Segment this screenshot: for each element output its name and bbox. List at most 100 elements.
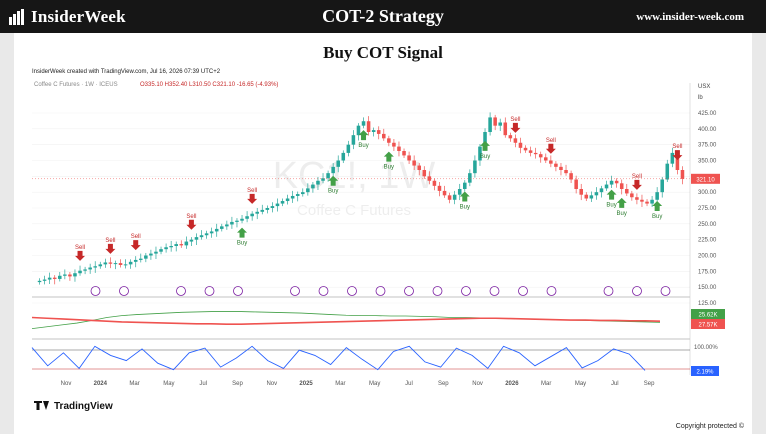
- event-marker-icon: [632, 286, 642, 296]
- candle-body: [503, 122, 508, 136]
- candle-body: [609, 180, 614, 185]
- cot-index-label: 2.19%: [696, 370, 714, 376]
- buy-arrow-icon: [616, 197, 627, 208]
- candle-body: [427, 176, 432, 181]
- candle-body: [113, 263, 118, 265]
- candle-body: [189, 239, 194, 242]
- buy-signal-label: Buy: [460, 205, 470, 211]
- sell-arrow-icon: [186, 219, 197, 230]
- candle-body: [78, 270, 82, 274]
- cot-index-tag: [691, 366, 719, 376]
- candle-body: [564, 170, 568, 174]
- buy-signal-label: Buy: [237, 241, 247, 247]
- time-tick-label: May: [575, 381, 586, 387]
- candle-body: [619, 183, 624, 189]
- candle-body: [625, 189, 629, 194]
- candle-body: [523, 147, 528, 151]
- candle-body: [260, 209, 265, 212]
- event-marker-icon: [176, 286, 186, 296]
- candle-body: [306, 188, 310, 193]
- top-bar: InsiderWeek COT-2 Strategy www.insider-w…: [0, 0, 766, 33]
- price-tick-label: 250.00: [698, 222, 717, 228]
- candle-body: [255, 211, 259, 214]
- copyright: Copyright protected ©: [675, 423, 744, 430]
- price-tick-label: 225.00: [698, 238, 717, 244]
- candle-body: [245, 216, 249, 219]
- candle-body: [579, 189, 583, 195]
- candle-body: [412, 160, 416, 166]
- sell-arrow-icon: [631, 179, 642, 190]
- buy-arrow-icon: [328, 175, 339, 186]
- candle-body: [174, 244, 178, 246]
- candle-body: [144, 255, 148, 259]
- candle-body: [493, 117, 497, 126]
- candle-body: [376, 130, 381, 134]
- candle-body: [220, 226, 224, 229]
- brand-name: InsiderWeek: [31, 7, 126, 26]
- event-marker-icon: [404, 286, 414, 296]
- candle-body: [199, 235, 204, 238]
- time-tick-label: 2025: [299, 381, 313, 387]
- tradingview-logo-icon: [34, 401, 49, 410]
- event-marker-icon: [119, 286, 129, 296]
- cot-line-1: [31, 316, 661, 325]
- watermark-symbol: KC1!, 1W: [273, 155, 436, 197]
- buy-arrow-icon: [237, 227, 248, 238]
- event-marker-icon: [461, 286, 471, 296]
- price-tick-label: 200.00: [698, 254, 717, 260]
- candle-body: [290, 195, 295, 199]
- chart-title: Buy COT Signal: [323, 43, 443, 62]
- candle-body: [331, 166, 335, 174]
- sell-arrow-icon: [247, 193, 258, 204]
- event-marker-icon: [318, 286, 329, 296]
- candle-body: [675, 152, 680, 170]
- candle-body: [230, 221, 234, 225]
- candle-body: [599, 188, 604, 193]
- current-price-label: 321.10: [696, 177, 715, 183]
- time-tick-label: Nov: [61, 381, 72, 387]
- event-marker-icon: [90, 286, 101, 296]
- candle-body: [554, 163, 558, 167]
- buy-arrow-icon: [358, 130, 369, 141]
- buy-signal-label: Buy: [652, 214, 662, 220]
- candle-body: [604, 184, 609, 189]
- candle-body: [240, 218, 244, 221]
- candle-body: [351, 135, 356, 145]
- event-marker-icon: [347, 286, 357, 296]
- candle-body: [47, 277, 52, 280]
- buy-signal-label: Buy: [606, 203, 616, 209]
- candle-body: [194, 237, 199, 240]
- candle-body: [280, 201, 285, 204]
- candle-body: [680, 170, 685, 179]
- time-tick-label: Sep: [438, 381, 449, 387]
- cot-index-line: [31, 345, 646, 371]
- candle-body: [68, 274, 72, 277]
- candle-body: [118, 263, 123, 265]
- event-marker-icon: [204, 286, 215, 296]
- cot-value-label: 27.57K: [698, 323, 717, 329]
- buy-signal-label: Buy: [480, 154, 490, 160]
- tv-ohlc: O335.10 H352.40 L310.50 C321.10 -16.65 (…: [140, 82, 278, 88]
- buy-signal-label: Buy: [384, 165, 394, 171]
- candle-body: [58, 275, 62, 279]
- candle-body: [179, 244, 184, 246]
- candle-body: [473, 160, 477, 174]
- candle-body: [397, 146, 401, 151]
- candle-body: [128, 261, 133, 265]
- candle-body: [184, 241, 189, 246]
- candle-body: [204, 233, 209, 236]
- candle-body: [559, 166, 563, 170]
- price-tick-label: 400.00: [698, 127, 717, 133]
- candle-body: [371, 130, 376, 132]
- currency-label: USX: [698, 84, 710, 90]
- candle-body: [468, 173, 472, 183]
- price-tick-label: 275.00: [698, 206, 717, 212]
- candle-body: [83, 269, 87, 271]
- candle-body: [655, 192, 659, 200]
- candle-body: [387, 138, 391, 143]
- buy-signal-label: Buy: [358, 143, 368, 149]
- event-marker-icon: [489, 286, 500, 296]
- sell-signal-label: Sell: [105, 238, 115, 244]
- candle-body: [528, 150, 533, 153]
- candle-body: [321, 178, 325, 181]
